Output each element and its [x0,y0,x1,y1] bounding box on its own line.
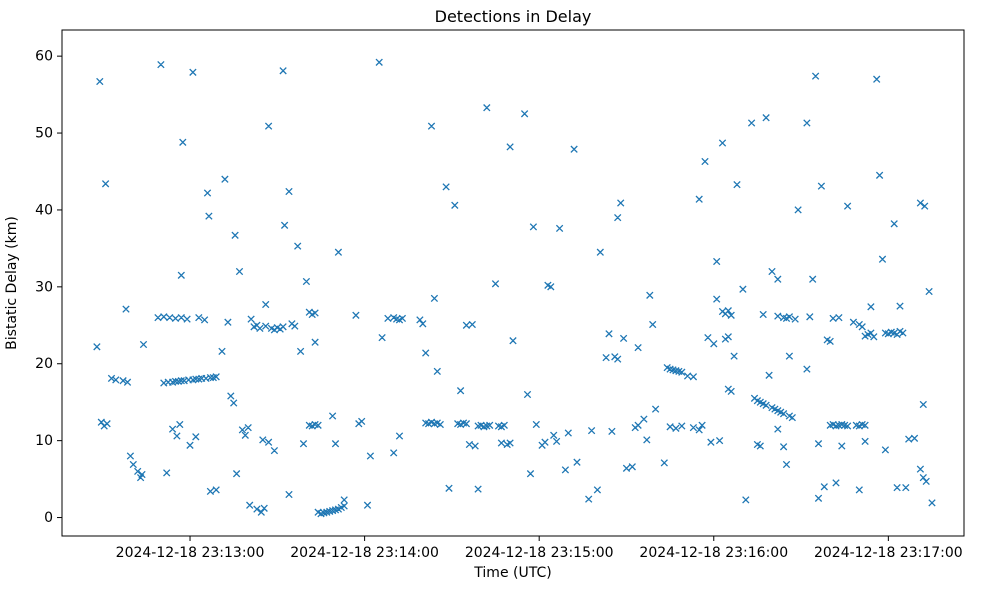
scatter-points [93,58,936,518]
scatter-points-group [93,58,936,518]
x-axis-label: Time (UTC) [473,565,551,581]
chart-title: Detections in Delay [435,7,592,26]
x-tick-label: 2024-12-18 23:16:00 [639,545,788,561]
x-tick-label: 2024-12-18 23:17:00 [814,545,963,561]
x-tick-label: 2024-12-18 23:14:00 [290,545,439,561]
axes: 2024-12-18 23:13:00 2024-12-18 23:14:00 20… [35,29,965,561]
y-tick-label: 30 [35,279,53,295]
y-tick-label: 10 [35,433,53,449]
y-tick-label: 0 [44,510,53,526]
x-tick-label: 2024-12-18 23:15:00 [465,545,614,561]
axes-frame [61,29,965,537]
y-tick-label: 50 [35,126,53,142]
x-tick-label: 2024-12-18 23:13:00 [116,545,265,561]
y-axis-label: Bistatic Delay (km) [4,216,20,350]
y-tick-label: 40 [35,202,53,218]
y-tick-label: 60 [35,49,53,65]
y-tick-label: 20 [35,356,53,372]
